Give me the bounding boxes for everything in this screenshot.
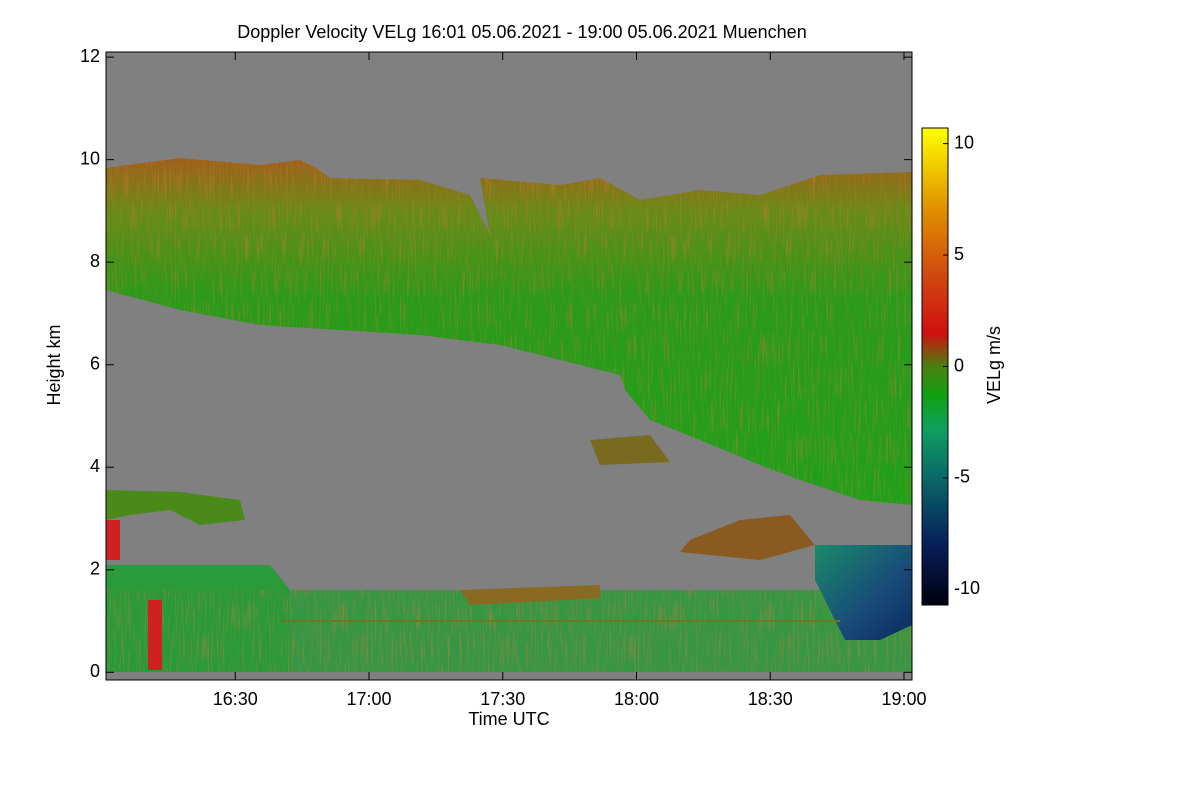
- y-tick-label: 10: [80, 148, 100, 168]
- colorbar-tick-label: -10: [954, 578, 980, 598]
- x-tick-label: 17:00: [346, 689, 391, 709]
- colorbar-tick-label: -5: [954, 467, 970, 487]
- y-tick-label: 0: [90, 661, 100, 681]
- x-tick-label: 18:00: [614, 689, 659, 709]
- x-tick-label: 16:30: [213, 689, 258, 709]
- colorbar-label: VELg m/s: [984, 326, 1004, 404]
- y-axis-label: Height km: [44, 324, 64, 405]
- plot-frame: [105, 51, 913, 681]
- colorbar-tick-label: 0: [954, 355, 964, 375]
- y-tick-label: 12: [80, 46, 100, 66]
- x-tick-label: 17:30: [480, 689, 525, 709]
- chart-title: Doppler Velocity VELg 16:01 05.06.2021 -…: [237, 22, 806, 42]
- y-tick-label: 8: [90, 251, 100, 271]
- x-tick-label: 18:30: [748, 689, 793, 709]
- colorbar-tick-label: 10: [954, 132, 974, 152]
- y-tick-label: 2: [90, 559, 100, 579]
- y-tick-label: 4: [90, 456, 100, 476]
- x-tick-label: 19:00: [881, 689, 926, 709]
- colorbar-tick-label: 5: [954, 244, 964, 264]
- x-axis-label: Time UTC: [468, 709, 549, 729]
- heatmap-field: [106, 52, 912, 680]
- y-tick-label: 6: [90, 353, 100, 373]
